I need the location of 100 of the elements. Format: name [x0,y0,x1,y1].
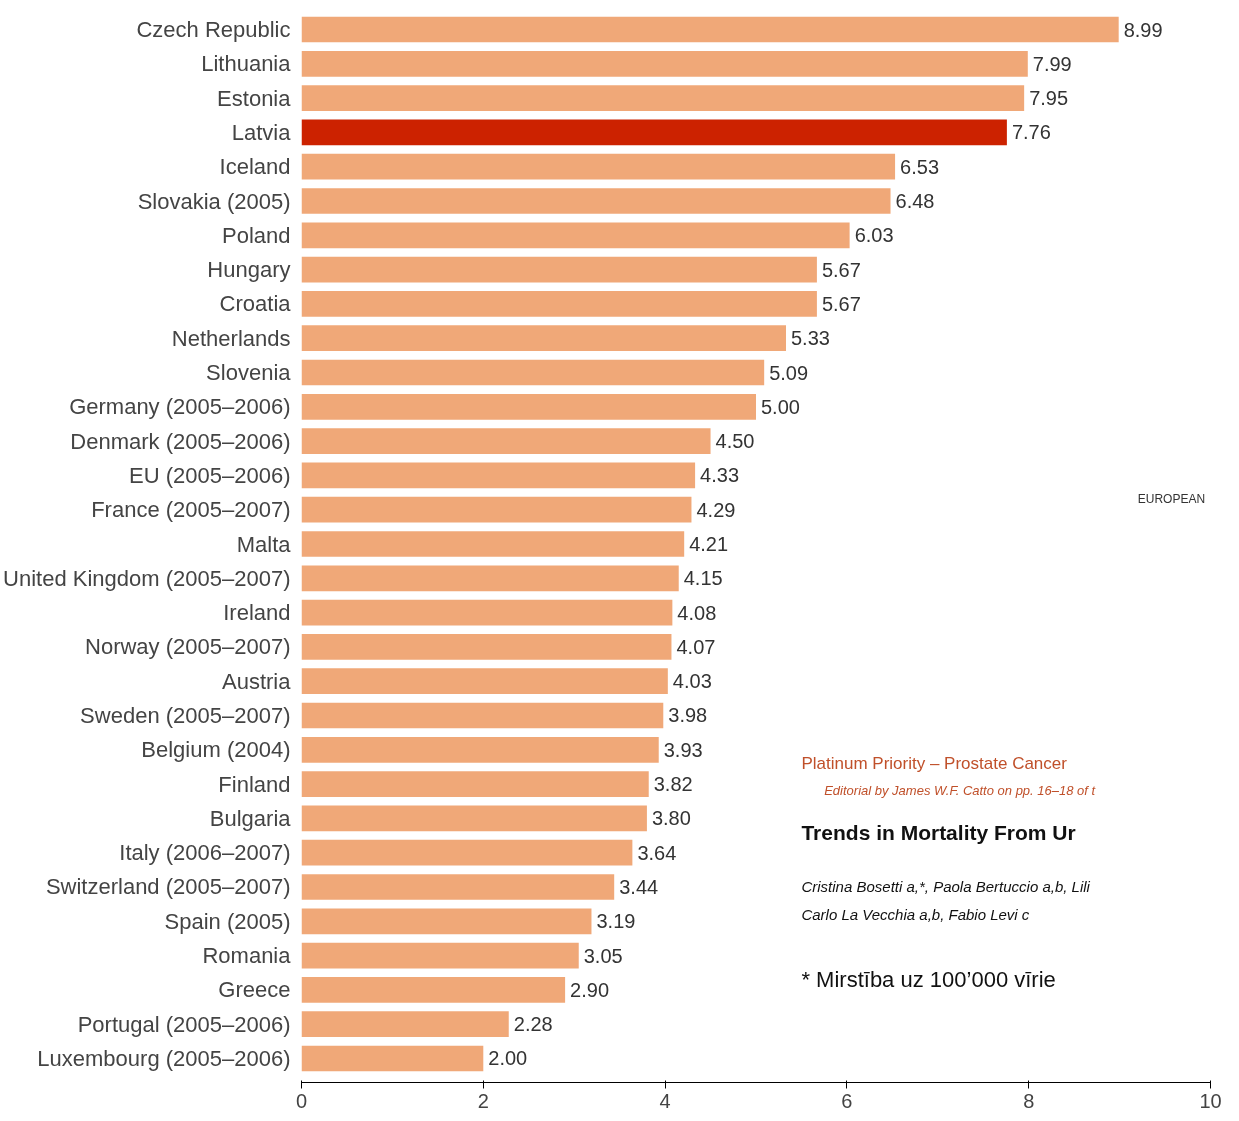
data-label: 3.05 [583,944,623,967]
annotation: EUROPEAN [1137,492,1206,507]
y-tick-label: United Kingdom (2005–2007) [3,565,291,591]
bar [301,908,592,935]
data-label: 4.21 [689,533,729,555]
data-label: 2.28 [513,1013,553,1036]
x-tick-label: 6 [841,1089,853,1112]
annotation: Cristina Bosetti a,*, Paola Bertuccio a,b, Lili [801,878,1091,896]
bar [301,805,647,832]
bar [301,977,566,1003]
y-tick-label: Netherlands [171,325,291,351]
bar [301,1045,484,1072]
bar [301,839,633,866]
bar [301,702,664,729]
bar [301,188,891,214]
bar [301,325,786,352]
y-tick-label: Denmark (2005–2006) [70,428,291,454]
y-tick-label: Belgium (2004) [141,737,291,763]
y-tick-label: Latvia [231,119,292,145]
y-tick-label: Finland [218,771,291,797]
y-tick-label: Hungary [207,257,291,283]
data-label: 8.99 [1123,18,1163,41]
bar [301,50,1028,77]
bar [301,153,896,180]
y-tick-label: France (2005–2007) [91,497,291,523]
y-tick-label: Norway (2005–2007) [85,634,291,660]
data-label: 5.00 [761,395,800,418]
bar [301,736,659,763]
y-tick-label: EU (2005–2006) [129,462,291,488]
annotation: Platinum Priority – Prostate Cancer [801,754,1068,774]
data-label: 3.98 [668,704,708,727]
y-tick-label: Ireland [223,600,291,626]
annotation: Editorial by James W.F. Catto on pp. 16–18 of t [824,783,1097,799]
bar [301,942,579,969]
bar [301,531,685,557]
data-label: 3.44 [619,875,659,898]
data-label: 5.09 [769,361,809,384]
bar [301,771,649,797]
data-label: 5.67 [821,292,861,315]
y-tick-label: Romania [202,943,292,969]
y-tick-label: Sweden (2005–2007) [80,703,291,728]
y-tick-label: Germany (2005–2006) [69,394,291,420]
data-label: 7.95 [1029,87,1069,110]
data-label: 6.53 [900,155,940,178]
y-tick-label: Poland [222,222,291,248]
data-label: 7.99 [1032,52,1072,75]
y-tick-label: Lithuania [201,51,292,77]
y-tick-label: Luxembourg (2005–2006) [37,1045,291,1071]
data-label: 4.15 [683,567,723,590]
bar [301,668,668,695]
bar [301,1011,509,1038]
bar [301,222,850,249]
data-label: 4.08 [677,601,717,624]
bar [301,393,756,420]
bar [301,85,1025,111]
data-label: 2.90 [570,978,610,1001]
bar [301,599,673,626]
y-tick-label: Iceland [219,154,291,180]
annotation: * Mirstība uz 100’000 vīrie [801,967,1056,993]
y-tick-label: Slovakia (2005) [137,188,291,214]
y-tick-label: Czech Republic [136,17,291,43]
data-label: 4.33 [700,464,740,487]
y-tick-label: Switzerland (2005–2007) [45,874,291,900]
data-label: 4.50 [715,430,755,453]
x-tick-label: 0 [295,1089,308,1112]
bar [301,359,765,386]
data-label: 3.82 [653,773,693,796]
data-label: 5.33 [791,327,830,350]
bar [301,565,679,592]
data-label: 3.19 [596,910,636,933]
bar [301,874,615,900]
x-tick-label: 2 [477,1089,489,1112]
data-label: 4.29 [696,498,736,521]
data-label: 3.93 [663,738,703,761]
data-label: 5.67 [821,258,861,281]
bar [301,119,1007,146]
data-label: 6.48 [895,190,935,213]
x-tick-label: 8 [1023,1089,1035,1112]
data-label: 3.64 [637,841,677,864]
y-tick-label: Croatia [219,291,292,317]
y-tick-label: Spain (2005) [164,908,291,934]
y-tick-label: Estonia [217,85,292,111]
x-tick-label: 4 [659,1089,671,1112]
bar [301,256,817,283]
y-tick-label: Bulgaria [209,805,292,831]
data-label: 6.03 [854,224,894,247]
y-tick-label: Italy (2006–2007) [119,840,291,866]
y-tick-label: Portugal (2005–2006) [77,1011,291,1037]
data-label: 2.00 [488,1047,528,1070]
bar [301,428,711,454]
data-label: 3.80 [651,807,691,830]
y-tick-label: Austria [222,668,292,694]
data-label: 7.76 [1011,121,1051,144]
data-label: 4.07 [676,635,716,658]
data-label: 4.03 [672,670,712,693]
bar [301,496,692,523]
y-tick-label: Greece [218,977,291,1003]
bar [301,16,1119,43]
y-tick-label: Slovenia [206,360,292,385]
bar [301,291,817,317]
